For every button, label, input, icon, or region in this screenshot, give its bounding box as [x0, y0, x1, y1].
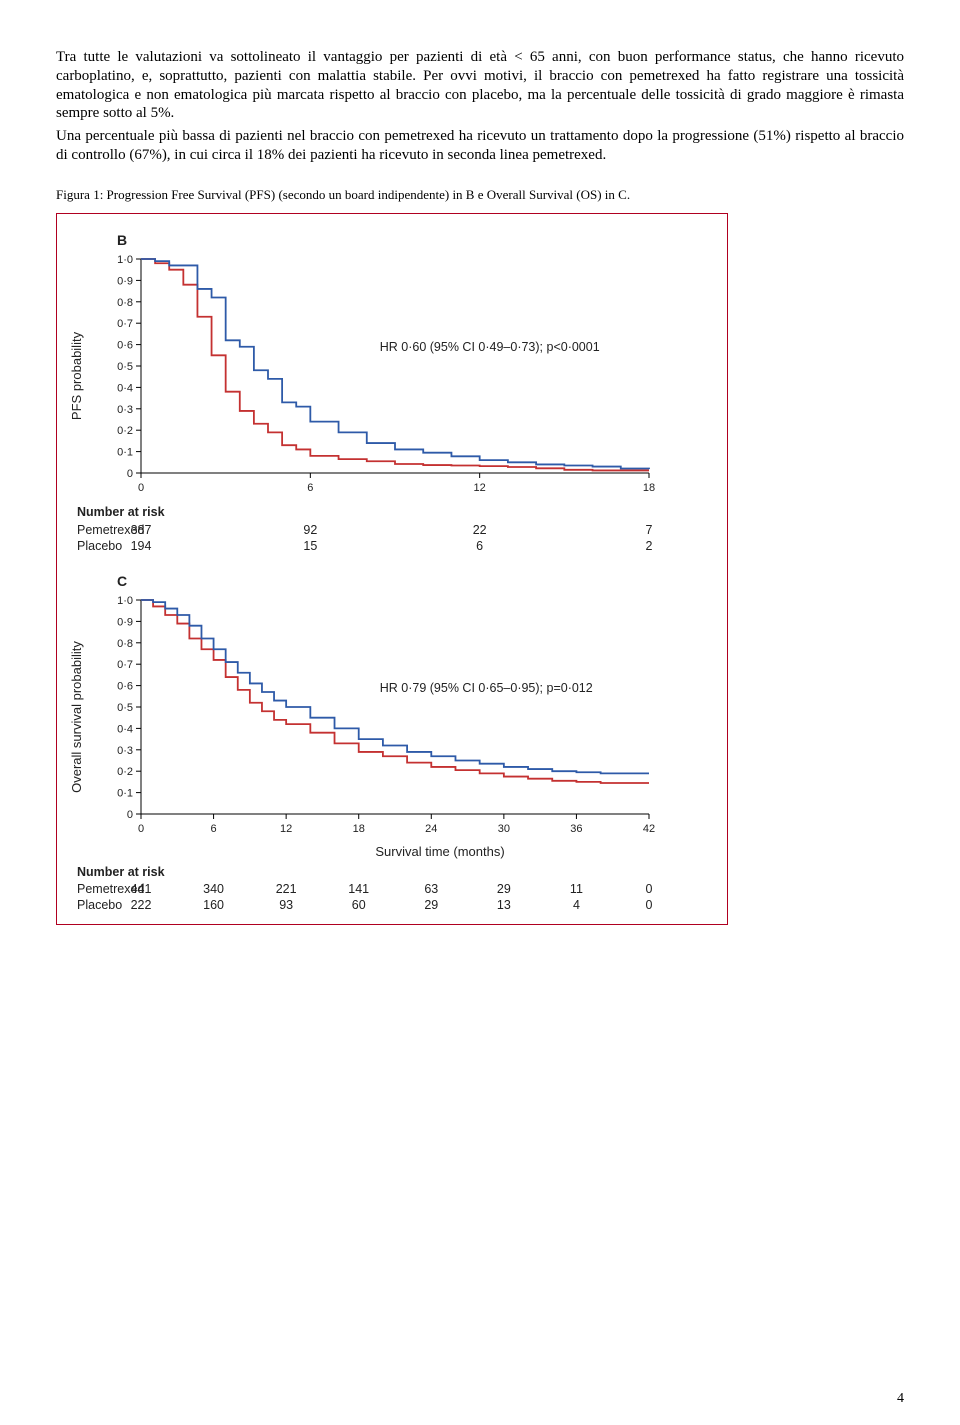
svg-text:0·7: 0·7	[117, 318, 133, 330]
svg-text:12: 12	[280, 823, 292, 835]
risk-cell: 0	[629, 898, 669, 914]
risk-cell: 11	[556, 882, 596, 898]
svg-text:0·6: 0·6	[117, 681, 133, 693]
panel-c-label: C	[117, 573, 717, 591]
svg-text:0·4: 0·4	[117, 383, 133, 395]
svg-text:0·4: 0·4	[117, 724, 133, 736]
page-number: 4	[897, 1390, 904, 1408]
svg-text:0·9: 0·9	[117, 276, 133, 288]
figure-1-container: B PFS probability 0 0·1 0·2 0·3 0·4 0·5 0·6 0·7…	[56, 213, 728, 926]
svg-text:42: 42	[643, 823, 655, 835]
svg-text:0·1: 0·1	[117, 788, 133, 800]
risk-cell: 7	[629, 523, 669, 539]
panel-c-risk-title: Number at risk	[77, 865, 717, 881]
risk-cell: 141	[339, 882, 379, 898]
panel-c-xlabel: Survival time (months)	[163, 844, 717, 860]
panel-b-chart: PFS probability 0 0·1 0·2 0·3 0·4 0·5 0·6 0·7 0·…	[77, 251, 717, 501]
svg-text:0·3: 0·3	[117, 404, 133, 416]
risk-cell: 13	[484, 898, 524, 914]
risk-cell: 221	[266, 882, 306, 898]
svg-text:0: 0	[138, 823, 144, 835]
svg-text:0·5: 0·5	[117, 361, 133, 373]
svg-text:0·6: 0·6	[117, 340, 133, 352]
risk-cell: 93	[266, 898, 306, 914]
risk-row: Pemetrexed38792227	[77, 523, 717, 539]
panel-b-risk-table: Number at risk Pemetrexed38792227Placebo…	[77, 505, 717, 555]
svg-text:12: 12	[474, 482, 486, 494]
risk-cell: 92	[290, 523, 330, 539]
svg-text:0·3: 0·3	[117, 745, 133, 757]
risk-cell: 60	[339, 898, 379, 914]
figure-caption: Figura 1: Progression Free Survival (PFS…	[56, 187, 904, 203]
risk-cell: 6	[460, 539, 500, 555]
risk-cell: 15	[290, 539, 330, 555]
panel-b-risk-title: Number at risk	[77, 505, 717, 521]
svg-text:0: 0	[127, 809, 133, 821]
svg-text:0·8: 0·8	[117, 297, 133, 309]
panel-c-svg: 0 0·1 0·2 0·3 0·4 0·5 0·6 0·7 0·8 0·9 1·0 0 6 12 18 24 3…	[99, 592, 659, 842]
svg-text:HR 0·79 (95% CI 0·65–0·95); p=: HR 0·79 (95% CI 0·65–0·95); p=0·012	[380, 681, 593, 695]
risk-cell: 340	[194, 882, 234, 898]
svg-text:0·7: 0·7	[117, 660, 133, 672]
risk-row: Placebo2221609360291340	[77, 898, 717, 914]
svg-text:18: 18	[643, 482, 655, 494]
svg-text:0·8: 0·8	[117, 638, 133, 650]
risk-cell: 2	[629, 539, 669, 555]
body-paragraph-2: Una percentuale più bassa di pazienti ne…	[56, 127, 904, 165]
svg-text:0·1: 0·1	[117, 447, 133, 459]
svg-text:0·2: 0·2	[117, 767, 133, 779]
body-paragraph-1: Tra tutte le valutazioni va sottolineato…	[56, 48, 904, 123]
risk-cell: 387	[121, 523, 161, 539]
panel-c-ylabel: Overall survival probability	[77, 592, 99, 842]
risk-cell: 160	[194, 898, 234, 914]
risk-cell: 0	[629, 882, 669, 898]
panel-b-ylabel: PFS probability	[77, 251, 99, 501]
panel-b-label: B	[117, 232, 717, 250]
svg-text:6: 6	[211, 823, 217, 835]
svg-text:30: 30	[498, 823, 510, 835]
svg-text:24: 24	[425, 823, 437, 835]
risk-cell: 441	[121, 882, 161, 898]
risk-cell: 29	[484, 882, 524, 898]
risk-row: Placebo1941562	[77, 539, 717, 555]
svg-text:0·5: 0·5	[117, 702, 133, 714]
svg-text:1·0: 1·0	[117, 595, 133, 607]
risk-cell: 63	[411, 882, 451, 898]
svg-text:18: 18	[353, 823, 365, 835]
panel-c-risk-table: Number at risk Pemetrexed441340221141632…	[77, 865, 717, 915]
risk-cell: 194	[121, 539, 161, 555]
svg-text:0: 0	[138, 482, 144, 494]
risk-cell: 22	[460, 523, 500, 539]
panel-b-svg: 0 0·1 0·2 0·3 0·4 0·5 0·6 0·7 0·8 0·9 1·0 0 6 12 18 HR …	[99, 251, 659, 501]
svg-text:1·0: 1·0	[117, 254, 133, 266]
risk-cell: 4	[556, 898, 596, 914]
risk-row: Pemetrexed4413402211416329110	[77, 882, 717, 898]
svg-text:0·2: 0·2	[117, 425, 133, 437]
panel-c-chart: Overall survival probability 00·10·20·30…	[77, 592, 717, 842]
risk-cell: 222	[121, 898, 161, 914]
svg-text:HR 0·60 (95% CI 0·49–0·73); p<: HR 0·60 (95% CI 0·49–0·73); p<0·0001	[380, 340, 600, 354]
risk-cell: 29	[411, 898, 451, 914]
svg-text:36: 36	[570, 823, 582, 835]
svg-text:6: 6	[307, 482, 313, 494]
svg-text:0: 0	[127, 468, 133, 480]
svg-text:0·9: 0·9	[117, 617, 133, 629]
